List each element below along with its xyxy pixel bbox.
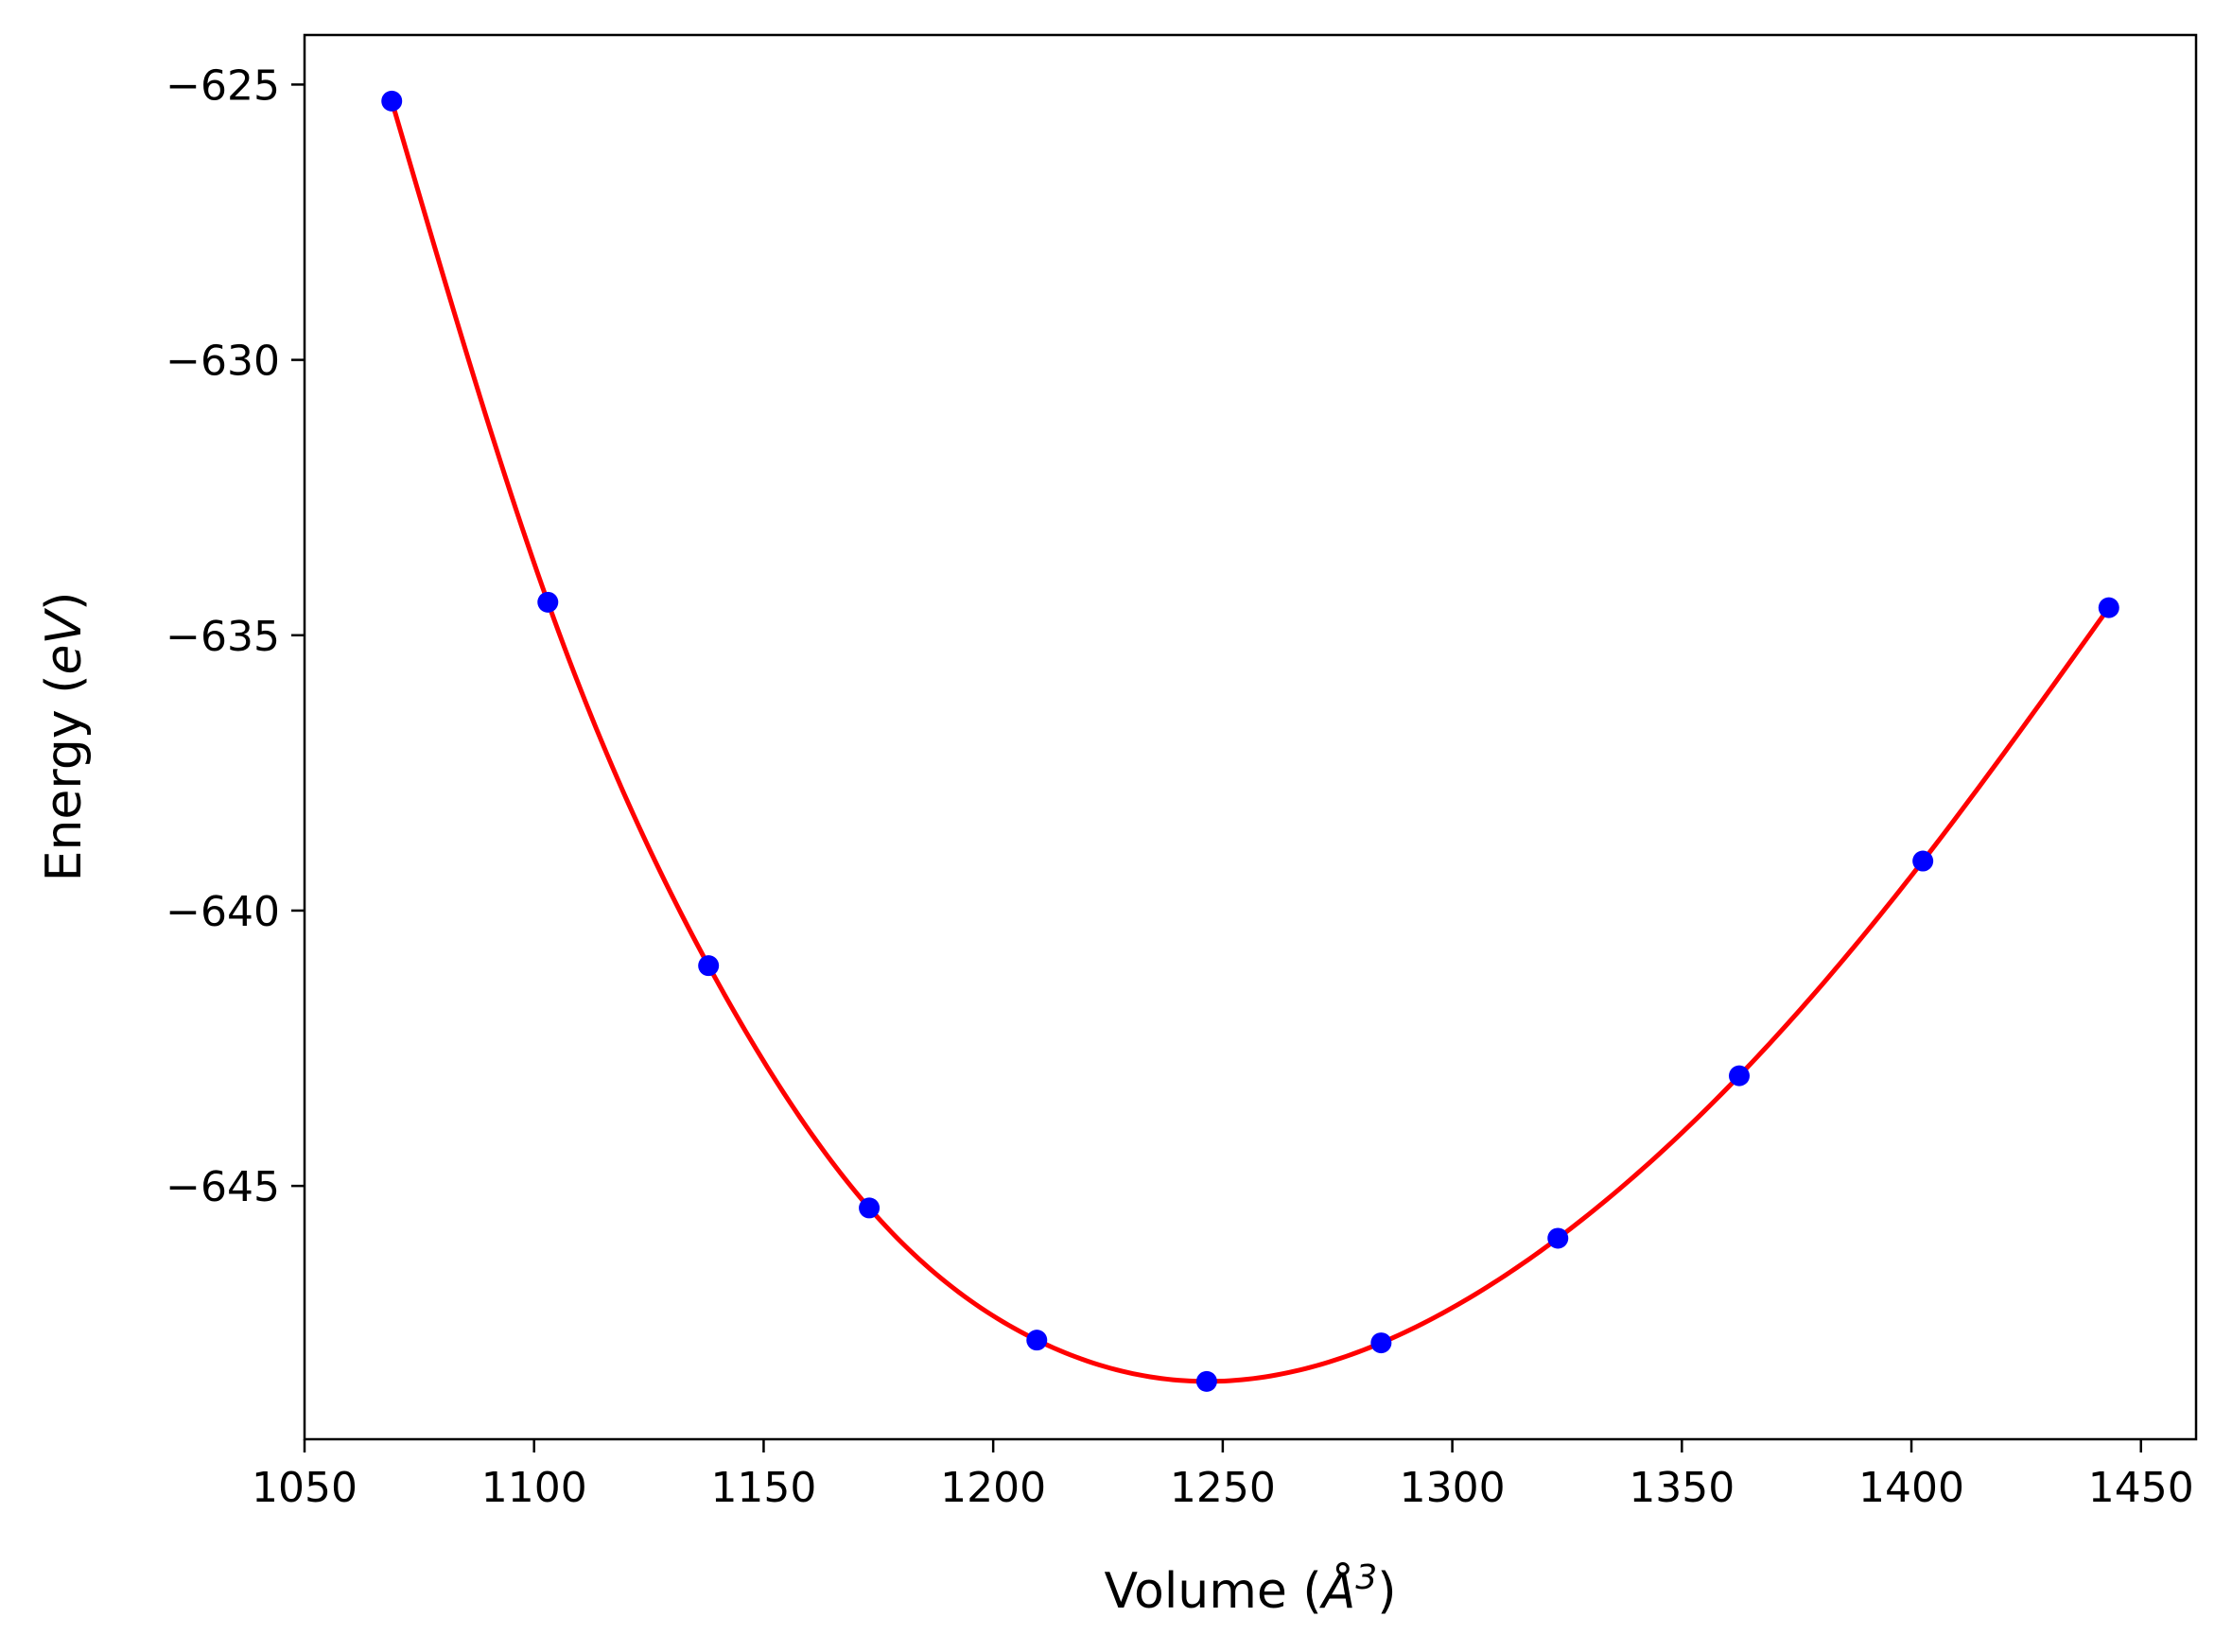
y-axis-title-prefix: Energy (: [36, 675, 93, 882]
x-tick-label: 1250: [1170, 1464, 1276, 1512]
data-point: [537, 591, 559, 613]
y-axis-title-unit: eV: [36, 608, 93, 675]
plot-content: [381, 90, 2119, 1392]
data-point: [1026, 1330, 1048, 1351]
x-axis-title-prefix: Volume (: [1105, 1563, 1322, 1620]
data-point: [859, 1197, 881, 1219]
y-tick-label: −645: [166, 1163, 280, 1211]
x-axis: 1050 1100 1150 1200 1250 1300 1350 1400 1450: [252, 1439, 2194, 1512]
data-point: [1547, 1227, 1569, 1249]
x-axis-title-unit: Å: [1319, 1561, 1356, 1620]
data-point: [381, 90, 403, 112]
data-point: [1195, 1370, 1217, 1392]
x-axis-title-suffix: ): [1377, 1563, 1396, 1620]
y-tick-label: −625: [166, 61, 280, 110]
x-tick-label: 1350: [1629, 1464, 1735, 1512]
x-axis-title: Volume (Å3): [1105, 1558, 1397, 1620]
y-tick-label: −640: [166, 888, 280, 936]
x-tick-label: 1050: [252, 1464, 357, 1512]
x-tick-label: 1100: [481, 1464, 587, 1512]
y-tick-label: −630: [166, 338, 280, 386]
data-point: [2098, 597, 2119, 618]
y-axis-title: Energy (eV): [36, 592, 93, 882]
y-tick-label: −635: [166, 613, 280, 661]
plot-frame: [303, 33, 2198, 1441]
data-point: [1912, 850, 1934, 872]
x-tick-label: 1400: [1858, 1464, 1964, 1512]
x-tick-label: 1300: [1400, 1464, 1506, 1512]
data-point: [1728, 1065, 1750, 1087]
y-axis-title-suffix: ): [36, 592, 93, 611]
data-point: [1370, 1332, 1392, 1354]
x-tick-label: 1450: [2088, 1464, 2194, 1512]
x-tick-label: 1150: [710, 1464, 816, 1512]
x-axis-title-exponent: 3: [1355, 1558, 1377, 1597]
data-point: [698, 955, 720, 977]
x-tick-label: 1200: [940, 1464, 1046, 1512]
y-axis: −625 −630 −635 −640 −645: [166, 61, 305, 1211]
